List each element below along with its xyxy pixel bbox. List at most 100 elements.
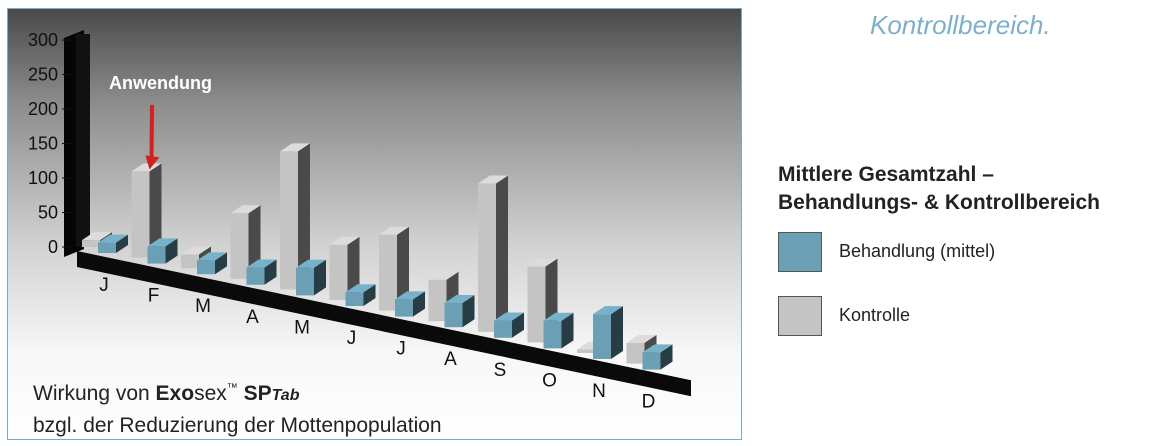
bar-behandlung-2-side [215,252,227,275]
bar-behandlung-4-side [314,259,326,296]
bar-behandlung-3 [246,259,277,285]
bar-behandlung-8-side [512,312,524,338]
bar-kontrolle-5-side [347,236,360,300]
bar-kontrolle-1-side [149,163,162,258]
bar-behandlung-2 [197,252,227,275]
bar-behandlung-7-top [444,295,475,304]
bar-behandlung-7 [444,295,475,328]
y-tick-label: 0 [48,237,58,257]
annotation-arrow-shaft [149,104,154,158]
bar-behandlung-10-top [593,306,623,315]
bar-kontrolle-8-top [478,175,508,184]
bar-behandlung-9 [543,312,574,349]
bar-kontrolle-8-front [478,183,496,332]
bar-behandlung-6-front [395,299,413,317]
bar-behandlung-1-side [165,238,178,264]
floor-shadow [77,251,691,397]
y-tick-label: 250 [28,65,58,85]
x-tick-label: A [444,349,457,370]
bar-kontrolle-6-front [379,234,397,311]
bar-kontrolle-6-top [379,226,409,235]
x-tick-label: A [246,307,259,328]
bar-behandlung-10-side [611,306,623,359]
bar-kontrolle-1-top [131,163,162,172]
x-tick-label: S [494,360,507,381]
bar-kontrolle-4-side [298,143,310,290]
x-tick-label: J [347,328,357,349]
bar-behandlung-11-side [660,344,673,370]
caption-product-italic: Tab [271,387,300,404]
bar-behandlung-4 [296,259,326,296]
bar-kontrolle-4 [280,143,310,290]
x-tick-label: F [148,286,160,307]
y-tick-label: 100 [28,168,58,188]
bar-behandlung-0-top [98,234,128,243]
bar-behandlung-3-front [246,267,265,285]
y-tick-label: 150 [28,134,58,154]
caption-product-bold: SP [243,382,272,405]
bar-kontrolle-1-front [131,171,150,258]
legend-label-kontrolle: Kontrolle [839,305,911,325]
bar-behandlung-11 [642,344,673,370]
bar-behandlung-4-front [296,267,314,296]
bar-behandlung-0-front [98,242,116,253]
bar-kontrolle-4-front [280,151,298,290]
bar-behandlung-7-front [444,303,463,328]
bar-kontrolle-6 [379,226,409,311]
bar-behandlung-10 [593,306,623,359]
bar-behandlung-4-top [296,259,326,268]
legend-swatch-kontrolle [778,296,822,336]
bar-kontrolle-2-front [181,254,199,269]
bar-kontrolle-8-side [496,175,508,332]
x-tick-label: O [542,370,557,391]
bar-behandlung-5-front [345,292,364,306]
bar-kontrolle-3-front [230,213,249,279]
bar-behandlung-5-side [363,284,376,306]
bar-behandlung-8-front [494,320,512,338]
bar-behandlung-7-side [462,295,475,328]
chart-caption: Wirkung von Exosex™ SPTab bzgl. der Redu… [33,374,442,439]
bar-behandlung-8-top [494,312,524,321]
caption-brand-rest: sex [194,382,227,405]
bar-behandlung-0 [98,234,128,253]
caption-line-1: Wirkung von Exosex™ SPTab [33,374,442,411]
bar-kontrolle-9-top [527,258,558,267]
bar-behandlung-6-top [395,291,425,300]
bar-kontrolle-2-top [181,246,211,255]
bar-kontrolle-5 [329,236,360,300]
bar-behandlung-1-front [147,246,166,264]
annotation-label: Anwendung [109,73,212,93]
bar-behandlung-9-top [543,312,574,321]
bar-behandlung-0-side [116,234,128,253]
bar-kontrolle-3-top [230,205,261,214]
bar-kontrolle-5-front [329,244,348,300]
bar-kontrolle-10-front [577,349,595,353]
bar-kontrolle-7-front [428,279,447,322]
bar-kontrolle-0-top [82,232,112,241]
bar-kontrolle-6-side [397,226,409,311]
bar-kontrolle-11-top [626,334,657,343]
bar-kontrolle-9-front [527,266,546,343]
bar-kontrolle-8 [478,175,508,332]
bar-kontrolle-4-top [280,143,310,152]
bar-behandlung-11-top [642,344,673,353]
y-axis-face [76,34,90,247]
caption-brand-bold: Exo [155,382,195,405]
x-tick-label: D [642,392,656,413]
bar-behandlung-10-front [593,314,611,359]
bar-behandlung-9-side [561,312,574,349]
legend-title: Mittlere Gesamtzahl – Behandlungs- & Kon… [778,161,1100,217]
legend-title-line-1: Mittlere Gesamtzahl – [778,163,994,186]
bar-kontrolle-7-top [428,271,459,280]
y-tick-label: 300 [28,30,58,50]
caption-prefix: Wirkung von [33,382,156,405]
bar-behandlung-6 [395,291,425,317]
x-tick-label: M [195,296,211,317]
y-tick-label: 200 [28,99,58,119]
bar-behandlung-9-front [543,320,562,349]
bar-behandlung-5 [345,284,376,306]
bar-kontrolle-11-front [626,342,645,364]
bar-behandlung-1-top [147,238,178,247]
x-tick-label: M [294,317,310,338]
